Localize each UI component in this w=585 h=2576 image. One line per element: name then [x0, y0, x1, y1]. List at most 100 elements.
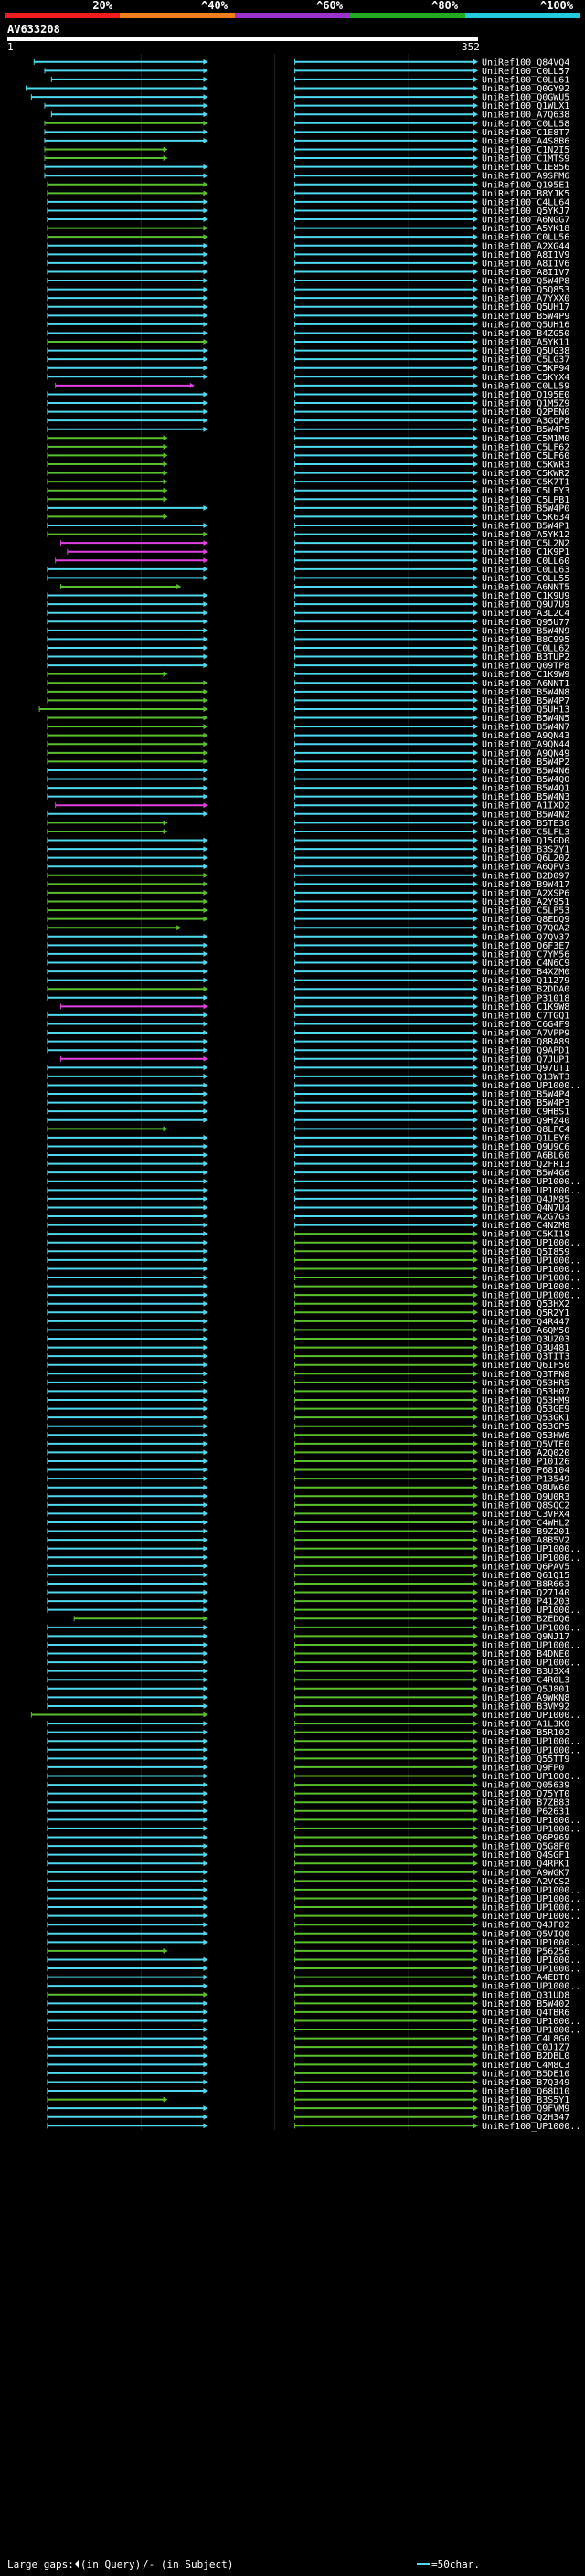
hit-label[interactable]: UniRef100_Q8LPC4 [482, 1125, 569, 1135]
hit-label[interactable]: UniRef100_Q9NJ17 [482, 1632, 569, 1642]
hit-label[interactable]: UniRef100_A3L2C4 [482, 609, 569, 619]
hit-label[interactable]: UniRef100_Q7JUP1 [482, 1055, 569, 1065]
hit-label[interactable]: UniRef100_Q4JF82 [482, 1921, 569, 1931]
hit-label[interactable]: UniRef100_C0LL60 [482, 557, 569, 567]
hit-label[interactable]: UniRef100_B3VM92 [482, 1701, 569, 1712]
hit-label[interactable]: UniRef100_Q5VTE0 [482, 1439, 569, 1449]
hit-label[interactable]: UniRef100_Q53GE9 [482, 1405, 569, 1415]
hit-label[interactable]: UniRef100_Q5Q853 [482, 285, 569, 295]
hit-label[interactable]: UniRef100_P31018 [482, 993, 569, 1003]
hit-label[interactable]: UniRef100_Q6F3E7 [482, 941, 569, 951]
hit-label[interactable]: UniRef100_B8C995 [482, 635, 569, 645]
hit-label[interactable]: UniRef100_UP1000.. [482, 1186, 580, 1196]
hit-label[interactable]: UniRef100_C5K634 [482, 513, 569, 523]
hit-label[interactable]: UniRef100_B8R663 [482, 1579, 569, 1589]
hit-label[interactable]: UniRef100_C3VPX4 [482, 1510, 569, 1520]
hit-label[interactable]: UniRef100_Q1LEY6 [482, 1133, 569, 1143]
hit-label[interactable]: UniRef100_Q4R447 [482, 1317, 569, 1327]
hit-label[interactable]: UniRef100_A9SPM6 [482, 172, 569, 182]
hit-label[interactable]: UniRef100_A9WKN8 [482, 1693, 569, 1703]
hit-label[interactable]: UniRef100_C0LL55 [482, 574, 569, 584]
hit-label[interactable]: UniRef100_Q95U77 [482, 618, 569, 628]
hit-label[interactable]: UniRef100_Q11279 [482, 976, 569, 986]
hit-label[interactable]: UniRef100_B5W4N9 [482, 626, 569, 636]
hit-label[interactable]: UniRef100_Q55TT9 [482, 1754, 569, 1765]
hit-label[interactable]: UniRef100_Q5G8F0 [482, 1842, 569, 1852]
hit-label[interactable]: UniRef100_A4EDT0 [482, 1973, 569, 1983]
hit-label[interactable]: UniRef100_UP1000.. [482, 1965, 580, 1975]
hit-label[interactable]: UniRef100_C4WHL2 [482, 1518, 569, 1528]
hit-label[interactable]: UniRef100_A9QN49 [482, 748, 569, 758]
hit-label[interactable]: UniRef100_UP1000.. [482, 1274, 580, 1284]
hit-label[interactable]: UniRef100_UP1000.. [482, 1956, 580, 1966]
hit-label[interactable]: UniRef100_Q53GK1 [482, 1414, 569, 1424]
hit-label[interactable]: UniRef100_A5YK12 [482, 530, 569, 540]
hit-label[interactable]: UniRef100_C1K9W8 [482, 1002, 569, 1012]
hit-label[interactable]: UniRef100_C5K7T1 [482, 478, 569, 488]
hit-label[interactable]: UniRef100_B5W4N3 [482, 792, 569, 802]
hit-label[interactable]: UniRef100_C5M1M0 [482, 434, 569, 444]
hit-label[interactable]: UniRef100_Q2FR13 [482, 1160, 569, 1170]
hit-label[interactable]: UniRef100_B5W4P3 [482, 1098, 569, 1108]
hit-label[interactable]: UniRef100_B5W4P7 [482, 696, 569, 706]
hit-label[interactable]: UniRef100_Q27140 [482, 1588, 569, 1598]
hit-label[interactable]: UniRef100_P10126 [482, 1457, 569, 1467]
hit-label[interactable]: UniRef100_C7TGQ1 [482, 1011, 569, 1021]
hit-label[interactable]: UniRef100_Q05639 [482, 1781, 569, 1791]
hit-label[interactable]: UniRef100_A8I1V7 [482, 268, 569, 278]
hit-label[interactable]: UniRef100_C0LL58 [482, 119, 569, 129]
hit-label[interactable]: UniRef100_B5W4P0 [482, 504, 569, 514]
hit-label[interactable]: UniRef100_C1K9P1 [482, 547, 569, 557]
hit-label[interactable]: UniRef100_Q3TPN8 [482, 1370, 569, 1380]
hit-label[interactable]: UniRef100_A5YK11 [482, 338, 569, 348]
hit-label[interactable]: UniRef100_Q4TBR6 [482, 2008, 569, 2018]
hit-label[interactable]: UniRef100_P41203 [482, 1597, 569, 1607]
hit-label[interactable]: UniRef100_Q5J801 [482, 1684, 569, 1694]
hit-label[interactable]: UniRef100_C9HBS1 [482, 1108, 569, 1118]
hit-label[interactable]: UniRef100_B5W4Q0 [482, 775, 569, 785]
hit-label[interactable]: UniRef100_A2G7G3 [482, 1213, 569, 1223]
hit-label[interactable]: UniRef100_Q8UW60 [482, 1483, 569, 1493]
hit-label[interactable]: UniRef100_B5W4N2 [482, 810, 569, 820]
hit-label[interactable]: UniRef100_B2DBL0 [482, 2051, 569, 2062]
hit-label[interactable]: UniRef100_Q4N7U4 [482, 1203, 569, 1214]
hit-label[interactable]: UniRef100_B5W4N6 [482, 766, 569, 776]
hit-label[interactable]: UniRef100_Q53GP5 [482, 1422, 569, 1432]
hit-label[interactable]: UniRef100_Q8EDQ9 [482, 915, 569, 925]
hit-label[interactable]: UniRef100_A7YXX0 [482, 294, 569, 304]
hit-label[interactable]: UniRef100_Q75YT0 [482, 1789, 569, 1799]
hit-label[interactable]: UniRef100_C5LG37 [482, 355, 569, 366]
hit-label[interactable]: UniRef100_B3TUP2 [482, 652, 569, 663]
hit-label[interactable]: UniRef100_A2XG44 [482, 241, 569, 251]
hit-label[interactable]: UniRef100_C4L8G0 [482, 2034, 569, 2044]
hit-label[interactable]: UniRef100_A2XSP6 [482, 888, 569, 898]
hit-label[interactable]: UniRef100_B4XZM0 [482, 968, 569, 978]
hit-label[interactable]: UniRef100_UP1000.. [482, 1623, 580, 1633]
hit-label[interactable]: UniRef100_A7VPP9 [482, 1029, 569, 1039]
hit-label[interactable]: UniRef100_Q5VIQ0 [482, 1929, 569, 1939]
hit-label[interactable]: UniRef100_B5W4P5 [482, 425, 569, 435]
hit-label[interactable]: UniRef100_C5KP94 [482, 364, 569, 374]
hit-label[interactable]: UniRef100_B5W4P9 [482, 312, 569, 322]
hit-label[interactable]: UniRef100_Q8SQC2 [482, 1500, 569, 1511]
hit-label[interactable]: UniRef100_A9QN43 [482, 731, 569, 741]
hit-label[interactable]: UniRef100_UP1000.. [482, 1659, 580, 1669]
hit-label[interactable]: UniRef100_Q8RA89 [482, 1037, 569, 1047]
hit-label[interactable]: UniRef100_Q53HR5 [482, 1378, 569, 1388]
hit-label[interactable]: UniRef100_B3SZY1 [482, 845, 569, 855]
hit-label[interactable]: UniRef100_UP1000.. [482, 1737, 580, 1747]
hit-label[interactable]: UniRef100_Q5W4P8 [482, 277, 569, 287]
hit-label[interactable]: UniRef100_Q84VQ4 [482, 58, 569, 68]
hit-label[interactable]: UniRef100_B5TE36 [482, 819, 569, 829]
hit-label[interactable]: UniRef100_Q5UH13 [482, 705, 569, 715]
hit-label[interactable]: UniRef100_UP1000.. [482, 1291, 580, 1301]
hit-label[interactable]: UniRef100_P68104 [482, 1466, 569, 1476]
hit-label[interactable]: UniRef100_Q5R2Y1 [482, 1309, 569, 1319]
hit-label[interactable]: UniRef100_UP1000.. [482, 1544, 580, 1554]
hit-label[interactable]: UniRef100_Q1M5Z9 [482, 399, 569, 409]
hit-label[interactable]: UniRef100_C5LF62 [482, 442, 569, 452]
hit-label[interactable]: UniRef100_A8I1V9 [482, 250, 569, 260]
hit-label[interactable]: UniRef100_C0LL62 [482, 643, 569, 653]
hit-label[interactable]: UniRef100_C0LL59 [482, 381, 569, 391]
hit-label[interactable]: UniRef100_C5KWR2 [482, 469, 569, 479]
